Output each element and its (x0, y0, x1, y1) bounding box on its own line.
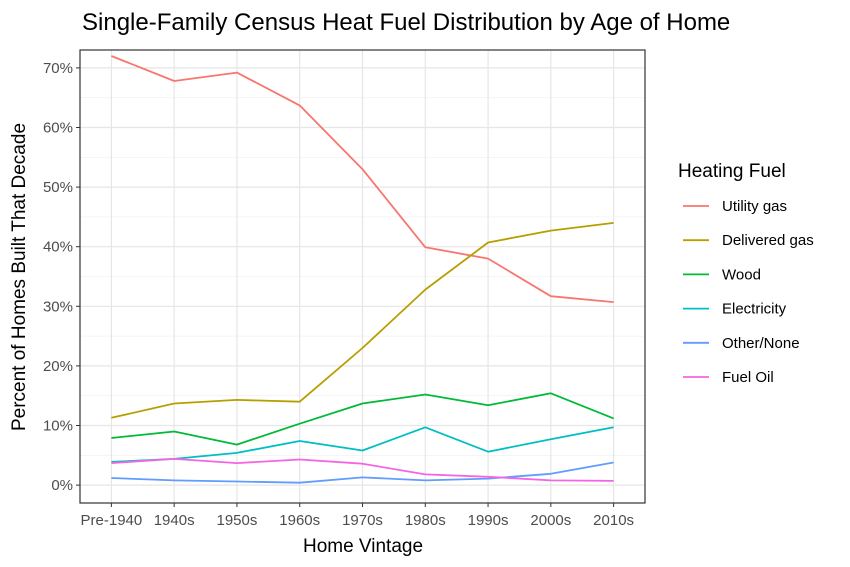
legend-label: Wood (722, 266, 761, 283)
legend-item: Fuel Oil (683, 369, 774, 386)
x-tick-label: 1980s (405, 512, 446, 529)
series-line-wood (111, 392, 614, 446)
x-axis: Pre-1940 1940s 1950s 1960s 1970s 1980s 1990s 20… (81, 503, 634, 529)
y-axis-title: Percent of Homes Built That Decade (9, 123, 30, 431)
legend-title: Heating Fuel (678, 161, 786, 182)
legend-item: Electricity (683, 301, 787, 318)
legend-label: Fuel Oil (722, 369, 774, 386)
legend-item: Wood (683, 266, 761, 283)
x-tick-label: 1960s (279, 512, 320, 529)
y-tick-label: 40% (43, 239, 73, 256)
x-tick-label: 2010s (593, 512, 634, 529)
legend-label: Other/None (722, 335, 800, 352)
x-tick-label: Pre-1940 (81, 512, 143, 529)
x-tick-label: 2000s (530, 512, 571, 529)
y-tick-label: 20% (43, 358, 73, 375)
y-tick-label: 0% (51, 477, 73, 494)
x-tick-label: 1950s (217, 512, 258, 529)
y-axis: 0% 10% 20% 30% 40% 50% 60% 70% (43, 60, 80, 494)
series-line-delivered-gas (111, 222, 614, 419)
x-tick-label: 1940s (154, 512, 195, 529)
series-line-other-none (111, 461, 614, 484)
legend-item: Delivered gas (683, 232, 814, 249)
legend-label: Delivered gas (722, 232, 814, 249)
series-lines (111, 55, 614, 484)
y-tick-label: 30% (43, 298, 73, 315)
series-line-utility-gas (111, 55, 614, 303)
x-tick-label: 1990s (468, 512, 509, 529)
chart-title: Single-Family Census Heat Fuel Distribut… (82, 9, 730, 36)
x-tick-label: 1970s (342, 512, 383, 529)
legend-item: Utility gas (683, 198, 787, 215)
legend-item: Other/None (683, 335, 800, 352)
x-axis-title: Home Vintage (303, 536, 423, 557)
y-tick-label: 60% (43, 119, 73, 136)
y-tick-label: 70% (43, 60, 73, 77)
y-tick-label: 50% (43, 179, 73, 196)
series-line-electricity (111, 426, 614, 463)
series-line-fuel-oil (111, 457, 614, 482)
legend-label: Electricity (722, 301, 787, 318)
y-tick-label: 10% (43, 418, 73, 435)
legend-label: Utility gas (722, 198, 787, 215)
legend: Heating Fuel Utility gas Delivered gas Woo… (678, 161, 814, 386)
grid-lines (80, 50, 645, 503)
